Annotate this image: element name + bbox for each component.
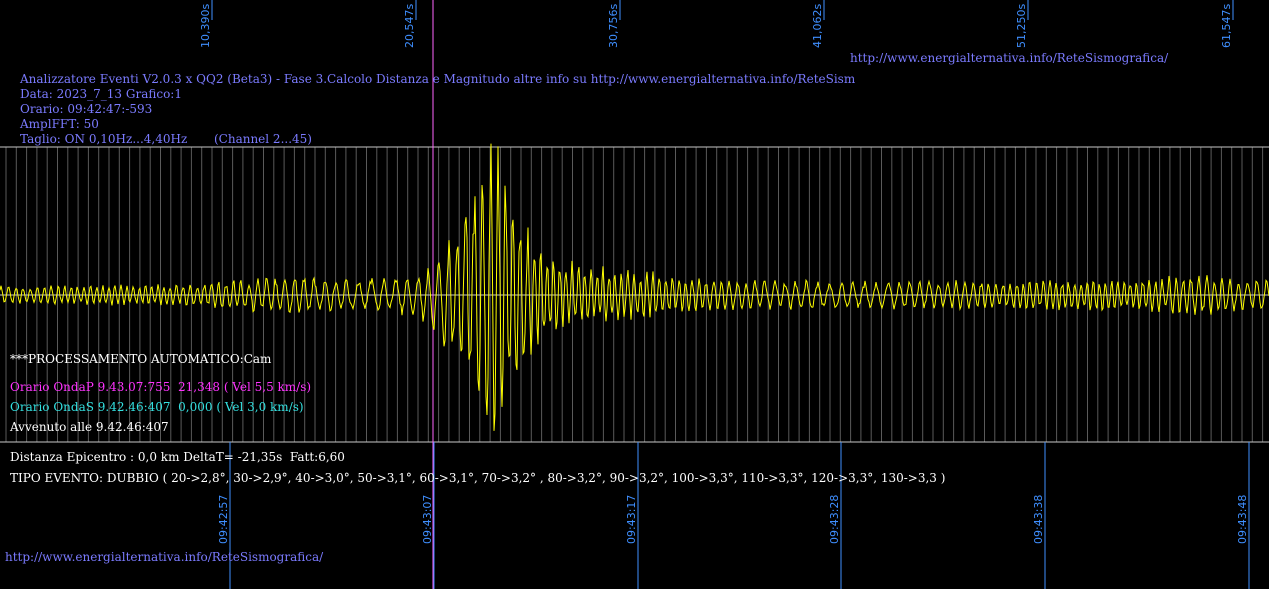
- epicenter-distance: Distanza Epicentro : 0,0 km DeltaT= -21,…: [10, 450, 345, 464]
- header-filter: Taglio: ON 0,10Hz...4,40Hz (Channel 2...…: [20, 132, 312, 146]
- url-top[interactable]: http://www.energialternativa.info/ReteSi…: [850, 51, 1169, 65]
- top-tick-label: 10,390s: [199, 3, 212, 48]
- header-date: Data: 2023_7_13 Grafico:1: [20, 87, 182, 101]
- event-time: Avvenuto alle 9.42.46:407: [10, 420, 169, 434]
- top-tick-label: 51,250s: [1015, 3, 1028, 48]
- bottom-tick-label: 09:43:38: [1032, 494, 1045, 544]
- bottom-tick-label: 09:43:48: [1236, 494, 1249, 544]
- event-type: TIPO EVENTO: DUBBIO ( 20->2,8°, 30->2,9°…: [10, 471, 946, 485]
- top-tick-label: 41,062s: [811, 3, 824, 48]
- bottom-tick-label: 09:43:28: [828, 494, 841, 544]
- bottom-tick-label: 09:43:07: [421, 494, 434, 544]
- url-footer[interactable]: http://www.energialternativa.info/ReteSi…: [5, 550, 324, 564]
- top-tick-label: 20,547s: [403, 3, 416, 48]
- onda-p-info: Orario OndaP 9.43.07:755 21,348 ( Vel 5,…: [10, 380, 312, 394]
- top-tick-label: 30,756s: [607, 3, 620, 48]
- bottom-tick-label: 09:42:57: [217, 494, 230, 544]
- onda-s-info: Orario OndaS 9.42.46:407 0,000 ( Vel 3,0…: [10, 400, 304, 414]
- top-tick-label: 61,547s: [1220, 3, 1233, 48]
- bottom-tick-marks: [229, 442, 1250, 589]
- header-time: Orario: 09:42:47:-593: [20, 102, 153, 116]
- header-title: Analizzatore Eventi V2.0.3 x QQ2 (Beta3)…: [20, 72, 856, 86]
- seismic-trace: [0, 143, 1269, 431]
- header-amplfft: AmplFFT: 50: [20, 117, 99, 131]
- processing-title: ***PROCESSAMENTO AUTOMATICO:Cam: [10, 352, 272, 366]
- bottom-tick-label: 09:43:17: [625, 494, 638, 544]
- top-tick-marks: [211, 0, 1234, 20]
